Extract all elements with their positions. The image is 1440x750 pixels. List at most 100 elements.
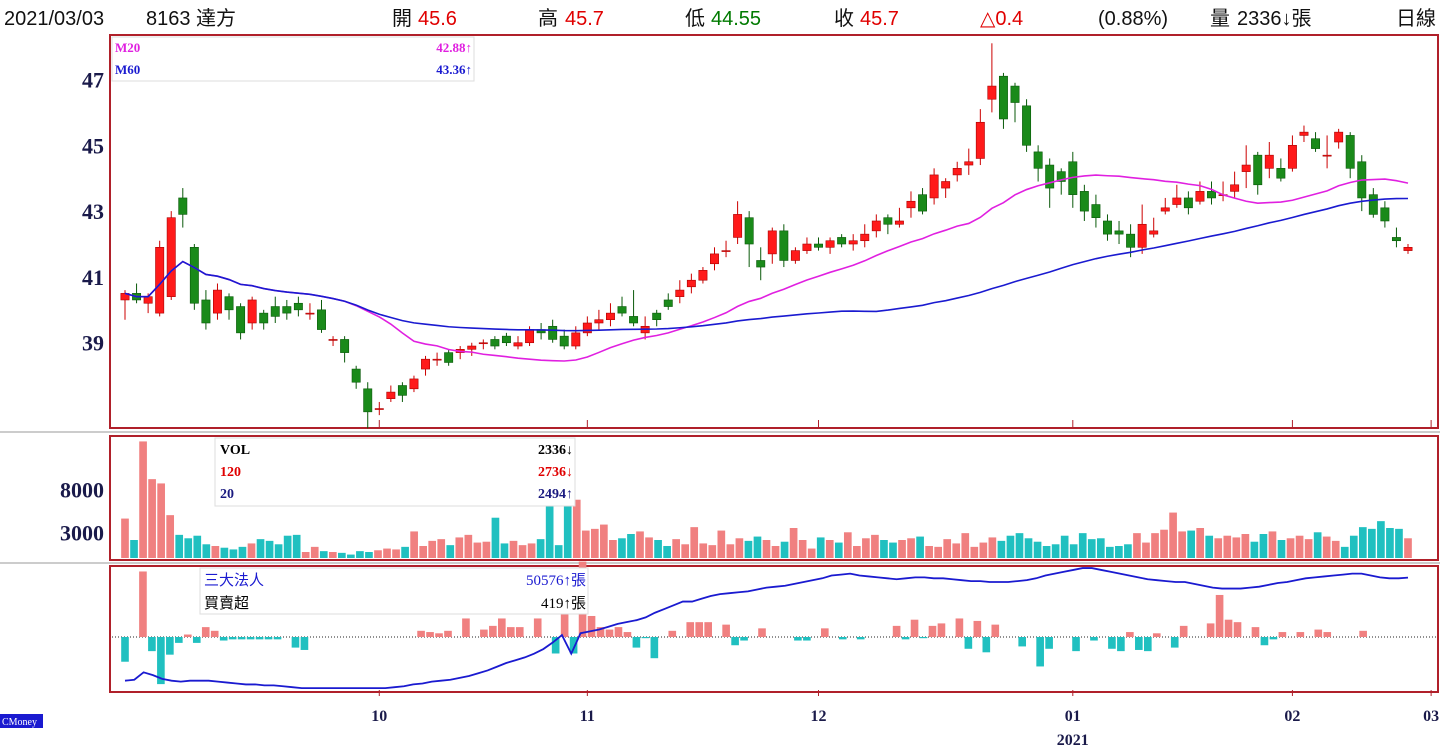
inst-bar — [192, 637, 201, 643]
inst-bar — [237, 637, 246, 640]
candle-body — [478, 342, 488, 345]
volume-bar — [247, 543, 256, 558]
price-tick-label: 43 — [82, 199, 104, 224]
inst-holding-line — [124, 567, 1409, 690]
candle-body — [386, 391, 396, 399]
inst-bar — [856, 637, 865, 640]
candle-body — [1207, 191, 1216, 199]
stock-name: 8163 達方 — [146, 8, 237, 30]
candle-body — [918, 194, 928, 212]
volume-bar — [148, 479, 156, 558]
volume-bar — [356, 551, 364, 558]
inst-bar — [264, 637, 273, 640]
inst-bar — [982, 637, 991, 653]
legend-vol-name: VOL — [220, 443, 250, 458]
candle-body — [1391, 237, 1401, 242]
candle-body — [1230, 184, 1240, 192]
volume-bar — [428, 540, 437, 558]
price-legend: M20 42.88↑ M60 43.36↑ — [111, 36, 475, 82]
inst-bar — [901, 637, 910, 640]
candle-body — [582, 322, 592, 334]
inst-bar — [794, 637, 802, 641]
candle-body — [883, 217, 893, 225]
volume-bar — [789, 528, 798, 558]
volume-bar — [1331, 540, 1340, 558]
volume-bar — [338, 552, 346, 558]
high-value: 45.7 — [565, 8, 604, 30]
volume-panel-frame — [109, 435, 1439, 561]
price-tick-label: 45 — [82, 133, 104, 158]
volume-bar — [202, 544, 211, 558]
inst-bar — [1359, 630, 1367, 637]
inst-bar — [569, 637, 578, 654]
inst-bar — [417, 630, 425, 637]
candle-body — [1137, 223, 1147, 248]
volume-y-axis: 3000 8000 — [60, 477, 104, 545]
inst-bar — [1143, 637, 1152, 652]
volume-bar — [265, 540, 274, 558]
inst-bar — [489, 625, 497, 637]
candle-body — [236, 306, 246, 334]
candle-body — [559, 335, 569, 347]
volume-bar — [1196, 528, 1205, 558]
candle-body — [686, 279, 696, 288]
inst-bar — [1314, 629, 1323, 637]
inst-bar — [480, 629, 488, 637]
candle-body — [964, 161, 974, 166]
volume-bar — [374, 550, 382, 558]
volume-bar — [527, 543, 536, 558]
inst-bar — [605, 629, 614, 637]
volume-bar — [717, 530, 726, 558]
inst-bar — [695, 622, 704, 637]
volume-bar — [283, 535, 292, 558]
volume-bar — [1178, 531, 1186, 558]
candle-body — [1264, 154, 1274, 169]
volume-bar — [1377, 521, 1385, 558]
volume-bar — [274, 544, 283, 558]
candle-body — [293, 302, 303, 311]
inst-bar — [219, 637, 228, 641]
inst-bar — [973, 620, 982, 637]
change-percent: (0.88%) — [1098, 8, 1169, 30]
volume-bar — [979, 542, 988, 558]
volume-bar — [1205, 535, 1214, 558]
candle-body — [871, 220, 881, 232]
volume-bar — [762, 540, 771, 558]
candle-body — [178, 197, 188, 215]
candle-body — [952, 168, 962, 176]
volume-bar — [780, 541, 789, 558]
inst-bar — [1179, 625, 1188, 637]
open-label: 開 — [392, 8, 412, 30]
volume-bar — [834, 542, 843, 558]
candle-body — [467, 345, 477, 350]
inst-bar — [1296, 632, 1305, 637]
volume-bar — [1087, 539, 1096, 558]
volume-bar — [211, 546, 220, 558]
inst-bar — [1224, 619, 1233, 637]
candle-body — [282, 306, 292, 314]
volume-bar — [1051, 544, 1060, 558]
candle-body — [317, 309, 326, 330]
candle-body — [189, 247, 199, 304]
candle-body — [1276, 168, 1286, 179]
volume-bar — [735, 538, 744, 558]
candle-body — [802, 243, 812, 251]
inst-bar — [426, 632, 434, 637]
inst-bar — [722, 624, 730, 637]
inst-bar — [1170, 637, 1179, 648]
candle-body — [305, 312, 315, 315]
candle-body — [328, 339, 338, 341]
volume-value: 2336↓張 — [1237, 8, 1312, 30]
candle-body — [1322, 154, 1332, 157]
volume-bar — [473, 542, 482, 558]
price-y-axis: 39 41 43 45 47 — [82, 67, 104, 355]
volume-bar — [419, 546, 428, 558]
x-tick-label: 03 — [1423, 708, 1439, 725]
candle-body — [721, 250, 731, 252]
volume-bar — [1340, 546, 1349, 558]
volume-bar — [292, 534, 301, 558]
close-label: 收 — [834, 8, 854, 30]
close-value: 45.7 — [860, 8, 899, 30]
volume-bar — [383, 548, 391, 558]
inst-bar — [937, 623, 946, 637]
